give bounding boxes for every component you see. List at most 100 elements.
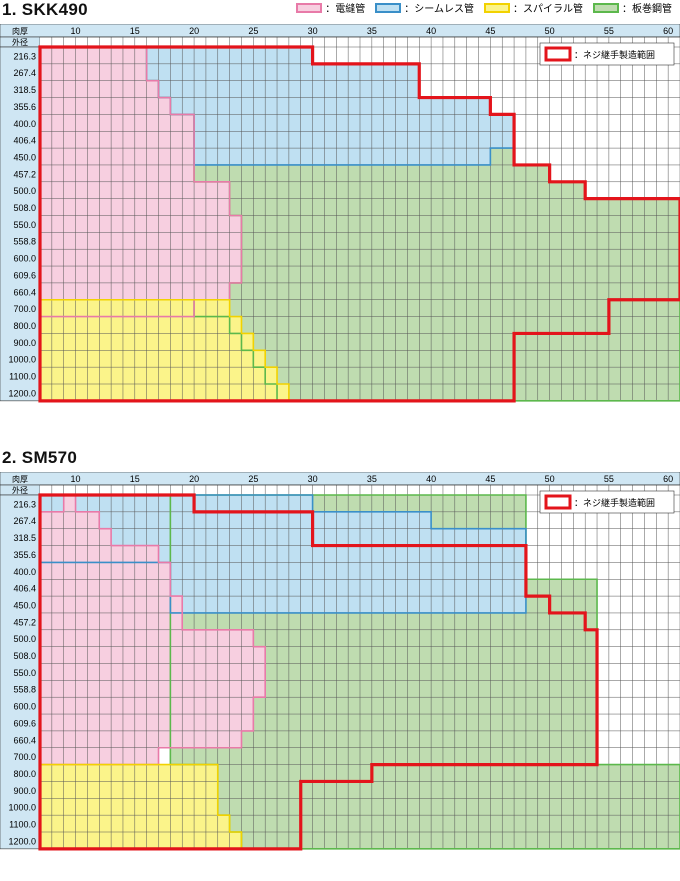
- diameter-tick-label: 1000.0: [8, 355, 36, 365]
- thickness-tick-label: 45: [485, 26, 495, 36]
- thickness-tick-label: 15: [130, 474, 140, 484]
- screw-legend-swatch: [544, 494, 572, 510]
- corner-thickness-label: 肉厚: [12, 474, 28, 484]
- region-cell-板巻鋼管: [241, 232, 680, 250]
- diameter-tick-label: 1100.0: [9, 820, 36, 830]
- region-cell-電縫管: [40, 266, 242, 283]
- region-cell-板巻鋼管: [241, 333, 680, 351]
- screw-legend-box: [539, 42, 675, 66]
- region-cell-シームレス管: [194, 131, 515, 149]
- thickness-tick-label: 10: [71, 26, 81, 36]
- region-cell-スパイラル管: [40, 798, 218, 816]
- region-cell-板巻鋼管: [217, 781, 680, 799]
- diameter-tick-label: 558.8: [13, 237, 36, 247]
- region-cell-スパイラル管: [40, 781, 218, 799]
- top-legend: ：電縫管 ：シームレス管 ：スパイラル管 ：板巻鋼管: [296, 0, 672, 15]
- region-cell-板巻鋼管: [241, 266, 680, 283]
- diameter-tick-label: 1000.0: [8, 803, 36, 813]
- thickness-tick-label: 35: [367, 474, 377, 484]
- region-cell-電縫管: [40, 97, 171, 115]
- corner-diameter-label: 外径: [12, 485, 28, 495]
- region-cell-シームレス管: [146, 63, 420, 81]
- thickness-tick-label: 20: [189, 474, 199, 484]
- diameter-tick-label: 318.5: [13, 533, 36, 543]
- screw-legend-label: ：ネジ継手製造範囲: [574, 49, 655, 60]
- region-cell-電縫管: [40, 131, 195, 149]
- diameter-tick-label: 660.4: [13, 287, 36, 297]
- diameter-tick-label: 216.3: [13, 51, 36, 61]
- diameter-tick-label: 318.5: [13, 85, 36, 95]
- region-cell-電縫管: [40, 47, 147, 64]
- legend-spiral-label: ：スパイラル管: [513, 4, 583, 15]
- diameter-tick-label: 355.6: [13, 102, 36, 112]
- legend-plate-swatch: [593, 2, 619, 13]
- chart-2-title: 2. SM570: [2, 448, 78, 467]
- region-cell-スパイラル管: [40, 832, 242, 849]
- thickness-tick-label: 60: [663, 474, 673, 484]
- diameter-tick-label: 900.0: [13, 786, 36, 796]
- region-cell-電縫管: [40, 579, 171, 597]
- region-cell-電縫管: [40, 663, 266, 681]
- screw-legend-box: [539, 490, 675, 514]
- thickness-header: [0, 24, 680, 38]
- diameter-tick-label: 600.0: [13, 702, 36, 712]
- region-cell-板巻鋼管: [265, 367, 680, 384]
- legend-plate: ：板巻鋼管: [593, 0, 672, 15]
- region-cell-スパイラル管: [40, 384, 289, 401]
- diameter-tick-label: 508.0: [13, 203, 36, 213]
- diameter-tick-label: 600.0: [13, 254, 36, 264]
- diameter-tick-label: 1100.0: [9, 372, 36, 382]
- diameter-tick-label: 660.4: [13, 735, 36, 745]
- diameter-tick-label: 700.0: [13, 304, 36, 314]
- region-cell-電縫管: [40, 562, 171, 580]
- region-cell-スパイラル管: [40, 350, 266, 368]
- diameter-tick-label: 558.8: [13, 685, 36, 695]
- diameter-tick-label: 550.0: [13, 220, 36, 230]
- thickness-tick-label: 30: [308, 26, 318, 36]
- diameter-tick-label: 457.2: [13, 169, 36, 179]
- region-cell-電縫管: [40, 215, 242, 233]
- diameter-tick-label: 400.0: [13, 567, 36, 577]
- diameter-label-column: [0, 494, 41, 850]
- thickness-tick-label: 25: [248, 474, 258, 484]
- region-cell-板巻鋼管: [241, 249, 680, 267]
- region-cell-シームレス管: [40, 528, 526, 546]
- diameter-tick-label: 500.0: [13, 186, 36, 196]
- legend-seamless-swatch: [375, 2, 402, 13]
- legend-erw: ：電縫管: [296, 0, 365, 15]
- region-cell-シームレス管: [40, 511, 432, 529]
- thickness-tick-label: 25: [248, 26, 258, 36]
- diameter-tick-label: 450.0: [13, 600, 36, 610]
- thickness-tick-label: 10: [71, 474, 81, 484]
- thickness-tick-label: 40: [426, 26, 436, 36]
- region-cell-シームレス管: [194, 148, 491, 165]
- thickness-tick-label: 40: [426, 474, 436, 484]
- diameter-tick-label: 609.6: [13, 718, 36, 728]
- screw-legend-swatch: [544, 46, 572, 62]
- screw-legend-label: ：ネジ継手製造範囲: [574, 497, 655, 508]
- thickness-tick-label: 35: [367, 26, 377, 36]
- region-cell-電縫管: [40, 730, 242, 748]
- legend-erw-label: ：電縫管: [325, 4, 366, 15]
- region-cell-電縫管: [40, 63, 147, 81]
- diameter-tick-label: 609.6: [13, 270, 36, 280]
- region-cell-シームレス管: [40, 545, 526, 563]
- diameter-tick-label: 800.0: [13, 321, 36, 331]
- region-cell-電縫管: [40, 148, 195, 165]
- legend-spiral: ：スパイラル管: [484, 0, 583, 15]
- thickness-tick-label: 20: [189, 26, 199, 36]
- region-cell-電縫管: [40, 114, 195, 132]
- region-cell-シームレス管: [170, 97, 491, 115]
- region-cell-板巻鋼管: [194, 299, 680, 317]
- diameter-tick-label: 267.4: [13, 516, 36, 526]
- thickness-tick-label: 50: [545, 474, 555, 484]
- thickness-tick-label: 55: [604, 474, 614, 484]
- corner-diameter-label: 外径: [12, 37, 28, 47]
- region-cell-板巻鋼管: [241, 215, 680, 233]
- region-cell-シームレス管: [194, 114, 515, 132]
- diameter-tick-label: 550.0: [13, 668, 36, 678]
- thickness-tick-label: 30: [308, 474, 318, 484]
- region-cell-板巻鋼管: [217, 764, 680, 782]
- thickness-tick-label: 45: [485, 474, 495, 484]
- thickness-tick-label: 55: [604, 26, 614, 36]
